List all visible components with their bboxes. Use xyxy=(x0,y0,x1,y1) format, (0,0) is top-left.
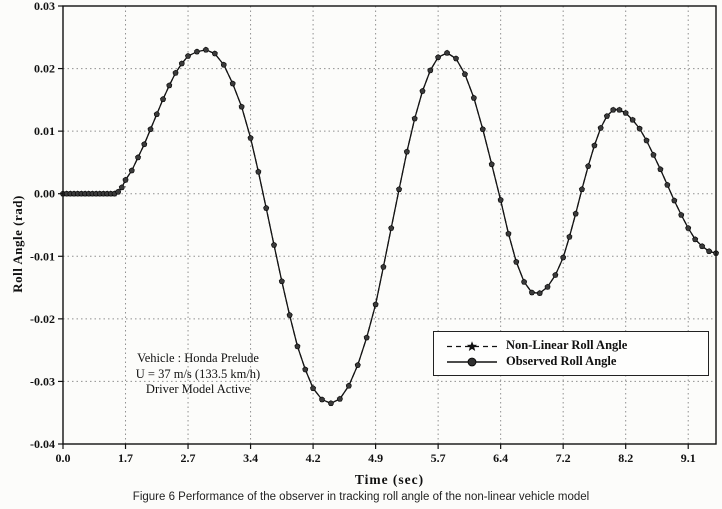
x-tick-label: 7.2 xyxy=(556,451,571,465)
x-tick-label: 4.9 xyxy=(368,451,383,465)
y-axis-label: Roll Angle (rad) xyxy=(10,195,25,293)
x-tick-label: 6.4 xyxy=(493,451,508,465)
y-tick-label: 0.00 xyxy=(34,187,55,201)
x-tick-label: 9.1 xyxy=(681,451,696,465)
y-tick-label: -0.04 xyxy=(30,437,55,451)
y-tick-label: 0.01 xyxy=(34,124,55,138)
roll-angle-chart: 0.0 1.7 2.7 3.4 4.2 4.9 5.7 6.4 7.2 8.2 9.1 0.03 0.0… xyxy=(30,0,720,465)
figure-caption: Figure 6 Performance of the observer in … xyxy=(132,491,590,503)
x-tick-label: 5.7 xyxy=(431,451,446,465)
annotation-line-driver: Driver Model Active xyxy=(145,382,251,396)
legend-item-nonlinear: Non-Linear Roll Angle xyxy=(434,338,708,353)
vehicle-annotation: Vehicle : Honda Prelude U = 37 m/s (133.… xyxy=(103,351,293,398)
y-tick-label: 0.02 xyxy=(34,62,55,76)
dashed-star-line-icon xyxy=(447,340,497,351)
legend-label-observed: Observed Roll Angle xyxy=(506,354,617,368)
x-tick-label: 4.2 xyxy=(306,451,321,465)
y-tick-label: -0.01 xyxy=(30,249,55,263)
x-axis-label: Time (sec) xyxy=(354,472,425,487)
annotation-line-speed: U = 37 m/s (133.5 km/h) xyxy=(135,366,261,381)
x-tick-label: 2.7 xyxy=(181,451,196,465)
series-observed-roll-angle xyxy=(60,46,719,407)
annotation-line-vehicle: Vehicle : Honda Prelude xyxy=(137,351,259,365)
x-tick-label: 0.0 xyxy=(56,451,71,465)
x-tick-label: 3.4 xyxy=(243,451,258,465)
x-tick-label: 8.2 xyxy=(618,451,633,465)
legend-item-observed: Observed Roll Angle xyxy=(434,354,708,369)
y-tick-label: 0.03 xyxy=(34,0,55,13)
axis-ticks-and-labels: 0.0 1.7 2.7 3.4 4.2 4.9 5.7 6.4 7.2 8.2 9.1 0.03 0.0… xyxy=(30,0,696,465)
y-tick-label: -0.03 xyxy=(30,374,55,388)
y-tick-label: -0.02 xyxy=(30,312,55,326)
legend-label-nonlinear: Non-Linear Roll Angle xyxy=(506,338,628,352)
legend: Non-Linear Roll Angle Observed Roll Angl… xyxy=(433,331,709,376)
plot-frame xyxy=(62,5,717,445)
x-tick-label: 1.7 xyxy=(118,451,133,465)
solid-circle-line-icon xyxy=(447,357,497,366)
